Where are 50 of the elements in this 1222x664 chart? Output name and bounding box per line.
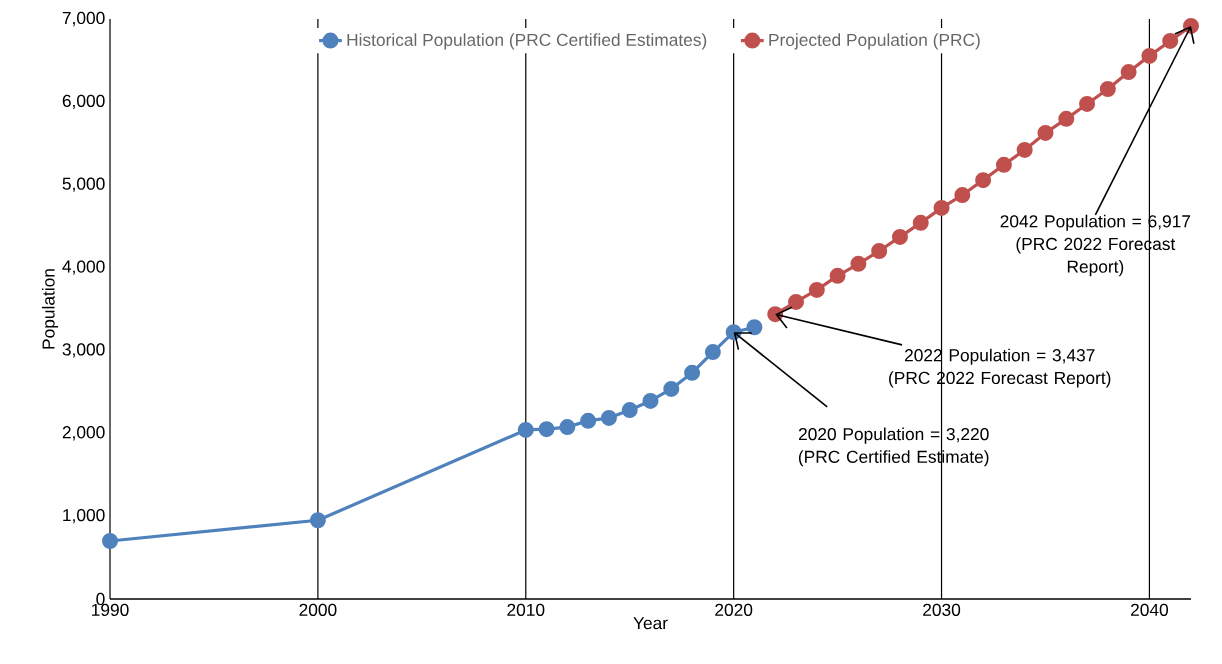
y-tick-label: 1,000 xyxy=(63,508,105,524)
point xyxy=(912,214,929,231)
x-axis-title: Year xyxy=(633,617,668,630)
point xyxy=(1162,32,1179,49)
x-tick-label: 2020 xyxy=(715,603,753,616)
point xyxy=(746,319,763,336)
x-tick-label: 1990 xyxy=(92,603,129,616)
point xyxy=(891,228,908,245)
point xyxy=(102,532,119,549)
point xyxy=(1099,81,1116,98)
point xyxy=(642,392,659,409)
legend-label: Projected Population (PRC) xyxy=(769,33,980,50)
y-tick-label: 5,000 xyxy=(62,177,105,192)
point xyxy=(871,243,888,259)
y-axis-title: Population xyxy=(41,269,59,349)
point xyxy=(954,187,971,204)
point xyxy=(309,512,326,529)
point xyxy=(621,402,638,419)
point xyxy=(1120,64,1137,81)
y-tick-label: 7,000 xyxy=(62,11,105,27)
point xyxy=(808,281,825,298)
point xyxy=(704,344,721,361)
point xyxy=(517,421,534,438)
point xyxy=(1058,110,1075,127)
y-tick-label: 6,000 xyxy=(62,94,105,110)
point xyxy=(684,364,701,381)
y-tick-label: 2,000 xyxy=(62,426,105,441)
x-tick-label: 2010 xyxy=(507,603,545,616)
point xyxy=(559,419,576,436)
point xyxy=(933,199,950,216)
point xyxy=(850,255,867,272)
x-tick-label: 2040 xyxy=(1131,603,1169,616)
point xyxy=(538,421,555,438)
legend-label: Historical Population (PRC Certified Estimates) xyxy=(347,33,707,50)
point xyxy=(995,156,1012,173)
point xyxy=(829,267,846,284)
point xyxy=(1016,141,1033,158)
x-tick-label: 2000 xyxy=(299,603,337,616)
y-tick-label: 0 xyxy=(96,592,105,606)
point xyxy=(1141,47,1158,64)
point xyxy=(1079,95,1096,112)
point xyxy=(663,380,680,397)
point xyxy=(600,409,617,426)
point xyxy=(975,172,992,189)
y-tick-label: 3,000 xyxy=(62,343,105,358)
y-tick-label: 4,000 xyxy=(62,260,105,275)
point xyxy=(788,293,805,310)
point xyxy=(1037,124,1054,141)
point xyxy=(580,412,597,429)
x-tick-label: 2030 xyxy=(923,603,961,616)
